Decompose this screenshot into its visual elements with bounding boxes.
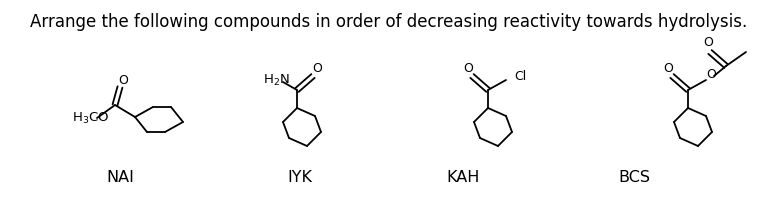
Text: Arrange the following compounds in order of decreasing reactivity towards hydrol: Arrange the following compounds in order…	[30, 13, 748, 31]
Text: O: O	[463, 62, 473, 74]
Text: H$_3$CO: H$_3$CO	[72, 110, 110, 126]
Text: H$_2$N: H$_2$N	[263, 72, 290, 88]
Text: O: O	[663, 62, 673, 74]
Text: KAH: KAH	[447, 170, 479, 185]
Text: O: O	[703, 36, 713, 50]
Text: O: O	[118, 74, 128, 88]
Text: O: O	[706, 68, 716, 81]
Text: Cl: Cl	[514, 69, 526, 83]
Text: IYK: IYK	[287, 170, 312, 185]
Text: O: O	[312, 62, 322, 74]
Text: NAI: NAI	[107, 170, 135, 185]
Text: BCS: BCS	[618, 170, 650, 185]
